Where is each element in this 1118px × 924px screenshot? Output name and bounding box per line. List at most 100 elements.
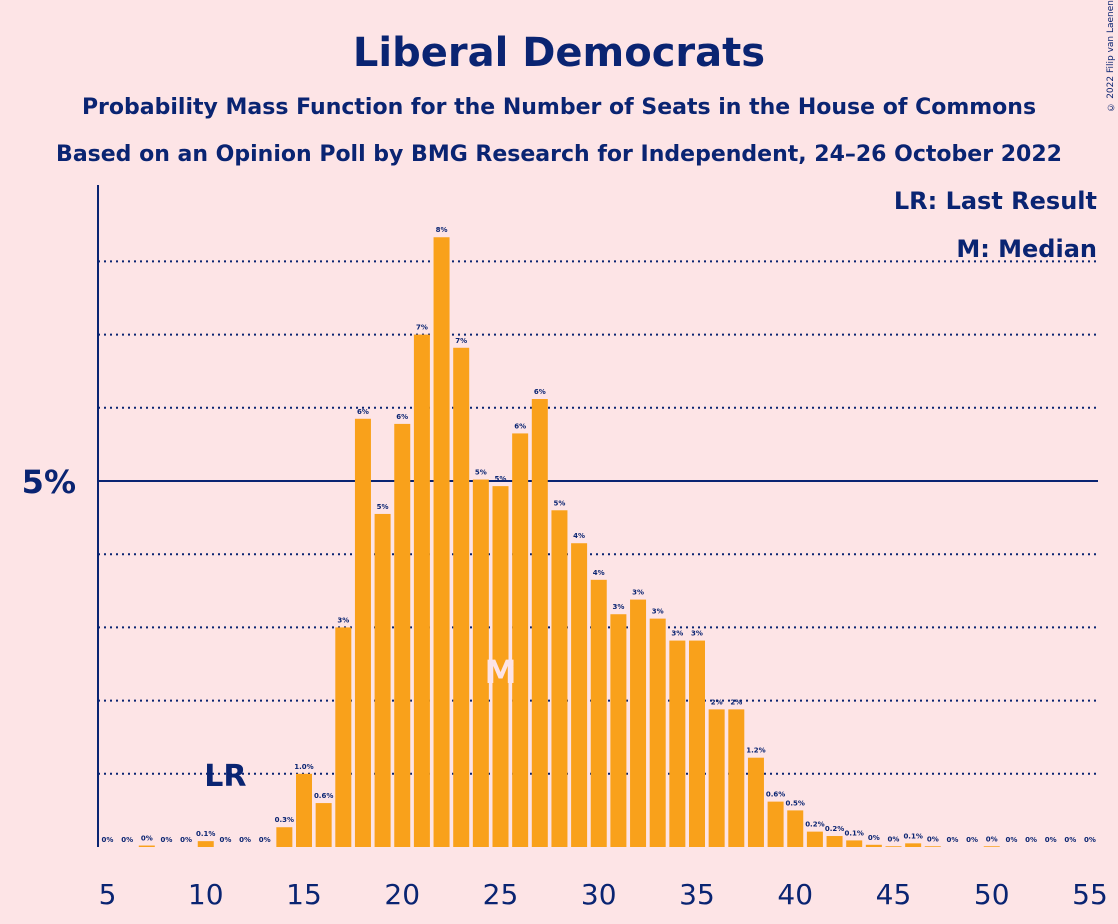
x-tick-label-40: 40	[777, 878, 813, 911]
bar-label-seat-52: 0%	[1025, 836, 1037, 844]
bar-label-seat-15: 1.0%	[294, 763, 313, 771]
bar-seat-37	[728, 709, 745, 847]
bar-label-seat-6: 0%	[121, 836, 133, 844]
bar-label-seat-14: 0.3%	[275, 816, 294, 824]
bar-label-seat-47: 0%	[927, 835, 939, 843]
x-tick-label-25: 25	[483, 878, 519, 911]
bar-label-seat-45: 0%	[888, 835, 900, 843]
bar-label-seat-38: 1.2%	[746, 747, 765, 755]
bar-seat-24	[472, 479, 489, 847]
bar-seat-14	[276, 827, 293, 847]
bar-seat-43	[846, 840, 863, 847]
bar-label-seat-18: 6%	[357, 408, 369, 416]
bar-label-seat-23: 7%	[455, 337, 467, 345]
bar-seat-18	[354, 418, 371, 847]
bar-label-seat-46: 0.1%	[903, 832, 922, 840]
bar-seat-16	[315, 803, 332, 847]
bar-label-seat-21: 7%	[416, 324, 428, 332]
bar-label-seat-29: 4%	[573, 532, 585, 540]
bar-seat-39	[767, 801, 784, 847]
bar-seat-22	[433, 237, 450, 847]
bar-label-seat-9: 0%	[180, 836, 192, 844]
bar-seat-17	[335, 627, 352, 847]
bar-seat-38	[747, 757, 764, 847]
bar-label-seat-39: 0.6%	[766, 791, 785, 799]
bar-seat-41	[806, 831, 823, 847]
bar-seat-23	[453, 347, 470, 847]
bar-label-seat-27: 6%	[534, 388, 546, 396]
bar-label-seat-22: 8%	[436, 226, 448, 234]
bar-seat-42	[826, 836, 843, 847]
bar-seat-36	[708, 709, 725, 847]
bar-seat-33	[649, 618, 666, 847]
bar-label-seat-35: 3%	[691, 630, 703, 638]
bar-seat-34	[669, 640, 686, 847]
chart-subtitle-1: Probability Mass Function for the Number…	[82, 95, 1036, 120]
label-layer: 0% 0% 0% 0% 0%0.1%0% 0% 0%0.3%1.0%0.6%3%6%5%6%…	[102, 226, 1096, 844]
bar-label-seat-51: 0%	[1005, 836, 1017, 844]
legend-median: M: Median	[956, 235, 1097, 263]
x-tick-label-10: 10	[188, 878, 224, 911]
bar-label-seat-34: 3%	[671, 630, 683, 638]
bar-layer	[138, 237, 1000, 848]
bar-seat-7	[138, 845, 155, 847]
bar-seat-28	[551, 510, 568, 847]
bar-seat-30	[590, 579, 607, 847]
bar-seat-50	[983, 846, 1000, 847]
bar-label-seat-16: 0.6%	[314, 792, 333, 800]
bar-label-seat-48: 0%	[947, 836, 959, 844]
bar-seat-19	[374, 513, 391, 847]
x-tick-label-5: 5	[99, 878, 117, 911]
bar-label-seat-43: 0.1%	[844, 829, 863, 837]
bar-label-seat-10: 0.1%	[196, 830, 215, 838]
bar-seat-27	[531, 399, 548, 847]
bar-seat-20	[394, 423, 411, 847]
x-tick-label-45: 45	[876, 878, 912, 911]
bar-label-seat-37: 2%	[730, 698, 742, 706]
bar-seat-29	[571, 543, 588, 847]
bar-label-seat-36: 2%	[711, 698, 723, 706]
bar-seat-40	[787, 810, 804, 847]
bar-seat-31	[610, 614, 627, 847]
x-tick-label-55: 55	[1072, 878, 1108, 911]
bar-label-seat-44: 0%	[868, 834, 880, 842]
bar-label-seat-8: 0%	[161, 836, 173, 844]
bar-label-seat-49: 0%	[966, 836, 978, 844]
bar-label-seat-55: 0%	[1084, 836, 1096, 844]
bar-label-seat-32: 3%	[632, 589, 644, 597]
bar-label-seat-26: 6%	[514, 422, 526, 430]
bar-seat-21	[413, 334, 430, 848]
bar-seat-44	[865, 844, 882, 847]
bar-seat-35	[689, 640, 705, 847]
bar-label-seat-30: 4%	[593, 569, 605, 577]
y-tick-label-5pct: 5%	[22, 463, 76, 501]
x-tick-label-30: 30	[581, 878, 617, 911]
bar-label-seat-41: 0.2%	[805, 821, 824, 829]
bar-seat-46	[905, 843, 922, 847]
x-tick-label-15: 15	[286, 878, 322, 911]
chart-subtitle-2: Based on an Opinion Poll by BMG Research…	[56, 142, 1062, 167]
bar-label-seat-5: 0%	[102, 836, 114, 844]
bar-label-seat-11: 0%	[219, 836, 231, 844]
median-marker: M	[485, 653, 517, 691]
chart-title: Liberal Democrats	[353, 30, 765, 76]
bar-label-seat-33: 3%	[652, 608, 664, 616]
bar-seat-32	[630, 599, 647, 847]
bar-seat-26	[512, 433, 529, 847]
bar-seat-15	[296, 773, 312, 847]
bar-label-seat-53: 0%	[1045, 836, 1057, 844]
bar-label-seat-31: 3%	[612, 603, 624, 611]
bar-seat-10	[197, 841, 214, 847]
bar-label-seat-50: 0%	[986, 835, 998, 843]
bar-label-seat-40: 0.5%	[786, 799, 805, 807]
bar-label-seat-20: 6%	[396, 413, 408, 421]
axis-layer: 5% 5 10 15 20 25 30 35 40 45 50 55	[22, 185, 1108, 911]
bar-label-seat-13: 0%	[259, 836, 271, 844]
bar-label-seat-19: 5%	[377, 503, 389, 511]
x-tick-label-35: 35	[679, 878, 715, 911]
bar-label-seat-12: 0%	[239, 836, 251, 844]
bar-label-seat-7: 0%	[141, 835, 153, 843]
last-result-marker: LR	[204, 759, 246, 794]
